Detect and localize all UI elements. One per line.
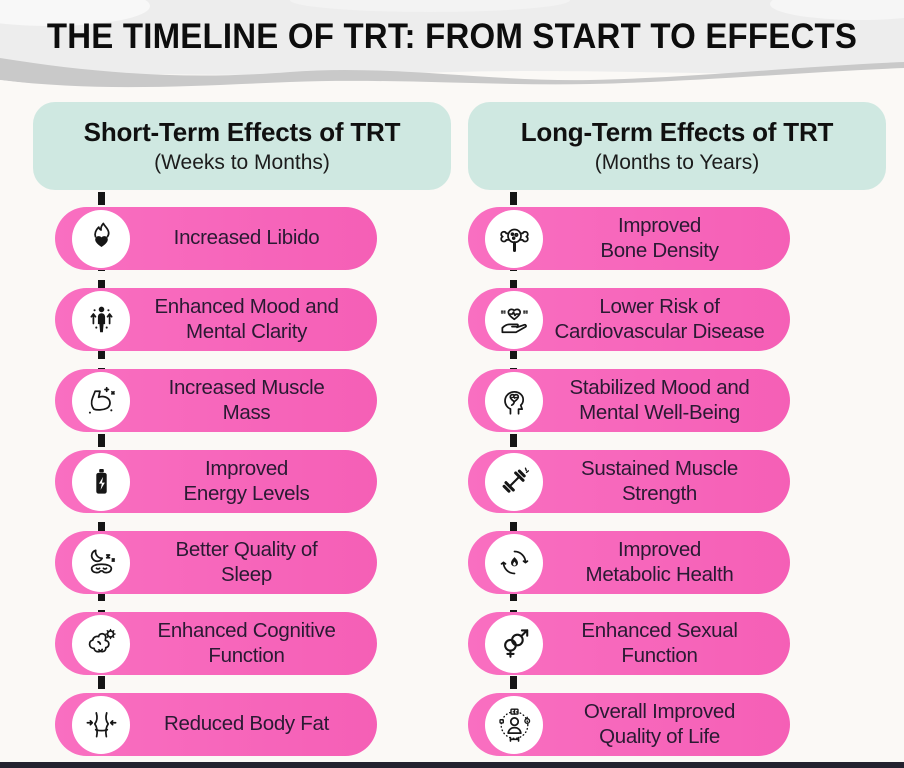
- dumbbell-icon: [485, 452, 543, 511]
- effect-pill-cognitive-function: Enhanced Cognitive Function: [55, 612, 377, 675]
- header-banner: THE TIMELINE OF TRT: FROM START TO EFFEC…: [0, 0, 904, 96]
- effect-label: Increased Muscle Mass: [168, 375, 325, 424]
- brain-gear-icon: [72, 614, 130, 673]
- column-subtitle: (Weeks to Months): [154, 151, 330, 174]
- column-title: Long-Term Effects of TRT: [520, 117, 834, 147]
- effect-label: Better Quality of Sleep: [175, 537, 318, 586]
- effect-label: Enhanced Cognitive Function: [157, 618, 336, 667]
- column-subtitle: (Months to Years): [594, 151, 760, 174]
- torn-paper-wave: [0, 0, 904, 96]
- effect-label: Improved Metabolic Health: [585, 537, 734, 586]
- page-title: THE TIMELINE OF TRT: FROM START TO EFFEC…: [46, 15, 858, 56]
- effect-pill-increased-libido: Increased Libido: [55, 207, 377, 270]
- effect-pill-quality-of-life: Overall Improved Quality of Life: [468, 693, 790, 756]
- gender-symbols-icon: [485, 614, 543, 673]
- effect-pill-metabolic-health: Improved Metabolic Health: [468, 531, 790, 594]
- effect-pill-reduced-body-fat: Reduced Body Fat: [55, 693, 377, 756]
- heart-hand-icon: [485, 290, 543, 349]
- bone-density-icon: [485, 209, 543, 268]
- effect-pill-muscle-mass: Increased Muscle Mass: [55, 369, 377, 432]
- flaming-heart-icon: [72, 209, 130, 268]
- effect-pill-cardio-risk: Lower Risk of Cardiovascular Disease: [468, 288, 790, 351]
- effect-pill-bone-density: Improved Bone Density: [468, 207, 790, 270]
- bottom-bar: [0, 762, 904, 768]
- effect-pill-stabilized-mood: Stabilized Mood and Mental Well-Being: [468, 369, 790, 432]
- long-term-list: Improved Bone Density Lower Risk of Card…: [468, 207, 790, 756]
- effect-label: Overall Improved Quality of Life: [583, 699, 736, 748]
- effect-label: Sustained Muscle Strength: [580, 456, 738, 505]
- bicep-icon: [72, 371, 130, 430]
- effect-label: Enhanced Mood and Mental Clarity: [154, 294, 339, 343]
- short-term-list: Increased Libido Enhanced Mood and Menta…: [55, 207, 377, 756]
- person-uplift-icon: [72, 290, 130, 349]
- metabolism-icon: [485, 533, 543, 592]
- effect-label: Improved Bone Density: [600, 213, 719, 262]
- effect-label: Reduced Body Fat: [164, 712, 329, 736]
- effect-pill-muscle-strength: Sustained Muscle Strength: [468, 450, 790, 513]
- effect-pill-sleep-quality: Better Quality of Sleep: [55, 531, 377, 594]
- slim-waist-icon: [72, 695, 130, 754]
- effect-pill-energy-levels: Improved Energy Levels: [55, 450, 377, 513]
- battery-bolt-icon: [72, 452, 130, 511]
- effect-pill-enhanced-mood: Enhanced Mood and Mental Clarity: [55, 288, 377, 351]
- effect-label: Enhanced Sexual Function: [581, 618, 738, 667]
- effect-label: Stabilized Mood and Mental Well-Being: [569, 375, 750, 424]
- column-title: Short-Term Effects of TRT: [83, 117, 401, 147]
- effect-label: Lower Risk of Cardiovascular Disease: [554, 294, 765, 343]
- wellness-person-icon: [485, 695, 543, 754]
- column-header-short-term: Short-Term Effects of TRT (Weeks to Mont…: [33, 102, 451, 190]
- head-heart-icon: [485, 371, 543, 430]
- sleep-mask-icon: [72, 533, 130, 592]
- effect-label: Increased Libido: [173, 226, 320, 250]
- effect-label: Improved Energy Levels: [183, 456, 310, 505]
- column-header-long-term: Long-Term Effects of TRT (Months to Year…: [468, 102, 886, 190]
- effect-pill-sexual-function: Enhanced Sexual Function: [468, 612, 790, 675]
